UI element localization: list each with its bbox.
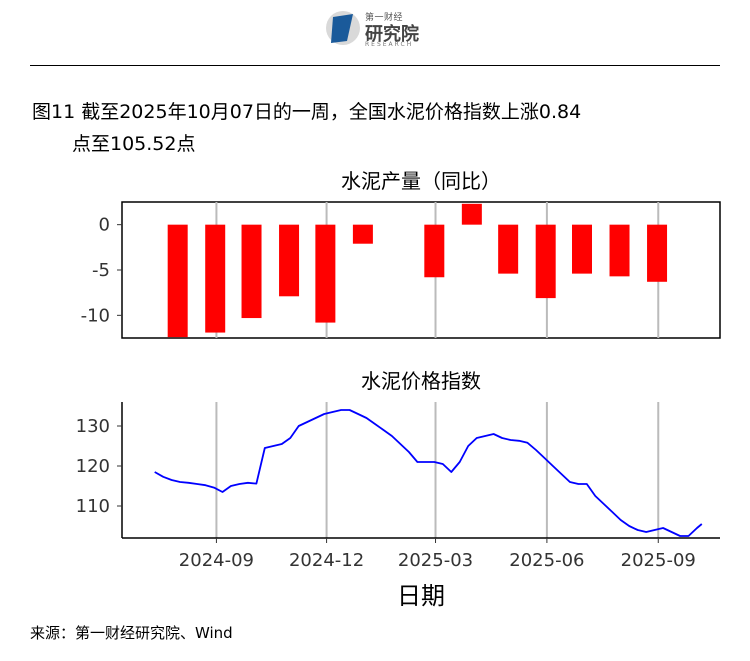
bar-ytick-label: -10	[81, 305, 110, 326]
line-ytick-label: 110	[76, 496, 110, 517]
bar-2024-12	[352, 224, 373, 244]
caption-line-1: 图11 截至2025年10月07日的一周，全国水泥价格指数上涨0.84	[32, 101, 582, 123]
xtick-label: 2025-06	[509, 550, 584, 571]
bar-2025-05	[535, 224, 556, 299]
logo-top-text: 第一财经	[365, 13, 404, 23]
bar-2025-07	[609, 224, 630, 277]
logo-main-text: 研究院	[365, 24, 419, 45]
bar-ytick-label: -5	[92, 260, 110, 281]
line-ytick-label: 130	[76, 416, 110, 437]
bar-panel: 水泥产量（同比） 0 -5 -10	[81, 169, 721, 339]
bar-2025-06	[572, 224, 592, 274]
header-divider	[30, 65, 720, 66]
bar-2024-08	[205, 224, 226, 333]
bar-ytick-label: 0	[99, 215, 110, 236]
xtick-label: 2025-03	[398, 550, 473, 571]
line-panel: 水泥价格指数 130 120 110 2024-09 2024-12 2025-03 2025…	[76, 369, 720, 610]
source-note: 来源：第一财经研究院、Wind	[30, 624, 233, 642]
line-plot-area	[122, 402, 720, 538]
price-index-line	[154, 409, 703, 537]
xtick-label: 2024-09	[179, 550, 254, 571]
bar-chart-title: 水泥产量（同比）	[341, 169, 501, 193]
xtick-label: 2025-09	[621, 550, 696, 571]
line-ytick-label: 120	[76, 456, 110, 477]
logo-mark-icon	[326, 11, 360, 45]
figure-caption: 图11 截至2025年10月07日的一周，全国水泥价格指数上涨0.84 点至10…	[32, 96, 722, 160]
x-axis-title: 日期	[397, 582, 445, 610]
caption-line-2: 点至105.52点	[72, 133, 196, 155]
logo-sub-text: RESEARCH	[365, 41, 414, 48]
bar-2025-02	[424, 224, 445, 278]
xtick-label: 2024-12	[289, 550, 364, 571]
bar-2024-10	[279, 224, 300, 297]
bar-2025-08	[647, 224, 668, 282]
bar-2025-03	[461, 203, 482, 225]
bar-2024-09	[241, 224, 262, 319]
bar-2025-04	[498, 224, 519, 274]
logo: 第一财经 研究院 RESEARCH	[325, 8, 435, 52]
bar-2024-07	[167, 224, 188, 338]
bar-2024-11	[315, 224, 336, 323]
line-chart-title: 水泥价格指数	[361, 369, 481, 393]
chart-canvas: 水泥产量（同比） 0 -5 -10 水泥价格指数 130 120 110 2024-09 202…	[76, 169, 721, 610]
